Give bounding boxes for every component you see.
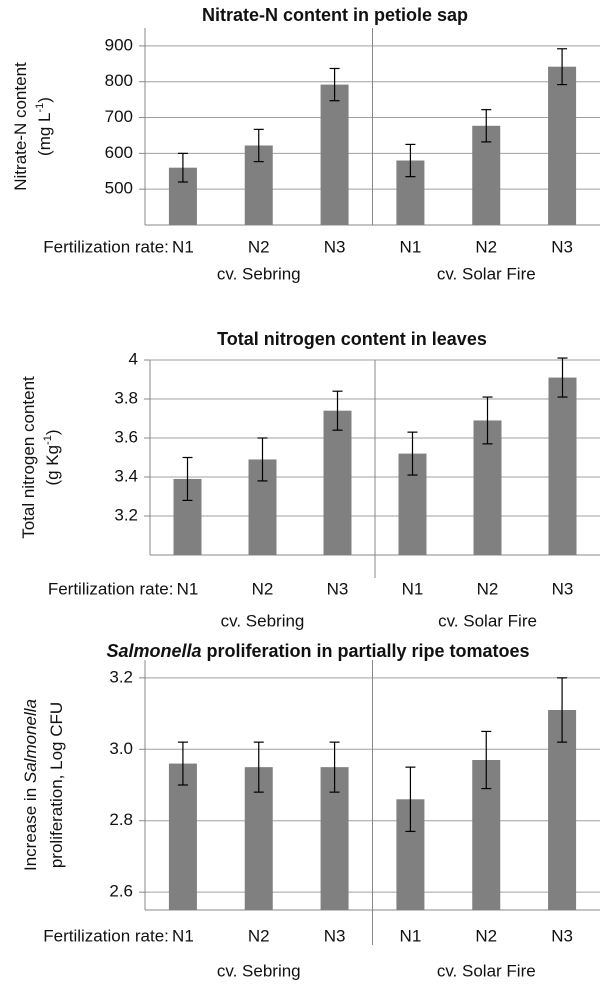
x-tick-label: N3 xyxy=(324,926,346,945)
x-axis-label: Fertilization rate: xyxy=(48,579,174,598)
bar xyxy=(168,763,197,910)
y-axis-label: Nitrate-N content xyxy=(11,62,30,191)
superscript: -1 xyxy=(42,435,54,445)
text-run: (mg L xyxy=(35,112,54,155)
x-tick-label: N1 xyxy=(172,926,194,945)
text-run: ) xyxy=(35,97,54,103)
y-axis-label: (g Kg-1) xyxy=(42,429,63,485)
chart-title: Total nitrogen content in leaves xyxy=(217,329,487,349)
y-axis-label: Total nitrogen content xyxy=(19,376,38,539)
bar xyxy=(548,66,577,225)
x-tick-label: N3 xyxy=(552,579,574,598)
group-label: cv. Sebring xyxy=(217,961,301,980)
y-tick-label: 3.6 xyxy=(114,427,138,446)
x-tick-label: N1 xyxy=(177,579,199,598)
text-run: Total nitrogen content xyxy=(19,376,38,539)
y-axis-label: Increase in Salmonella xyxy=(21,699,40,871)
y-tick-label: 600 xyxy=(105,143,133,162)
group-label: cv. Solar Fire xyxy=(437,264,536,283)
group-label: cv. Sebring xyxy=(217,264,301,283)
text-run: (g Kg xyxy=(43,445,62,486)
y-tick-label: 3.2 xyxy=(109,667,133,686)
text-run: Salmonella xyxy=(106,641,201,661)
bar xyxy=(548,710,577,910)
text-run: Salmonella xyxy=(21,699,40,783)
x-tick-label: N2 xyxy=(475,237,497,256)
chart-title: Salmonella proliferation in partially ri… xyxy=(106,641,529,661)
bar xyxy=(320,84,349,225)
x-tick-label: N3 xyxy=(551,926,573,945)
x-tick-label: N1 xyxy=(402,579,424,598)
x-tick-label: N2 xyxy=(477,579,499,598)
x-tick-label: N3 xyxy=(324,237,346,256)
y-axis-label: (mg L-1) xyxy=(34,97,55,156)
x-tick-label: N3 xyxy=(327,579,349,598)
x-tick-label: N2 xyxy=(248,237,270,256)
x-tick-label: N3 xyxy=(551,237,573,256)
bar xyxy=(323,410,352,555)
text-run: Nitrate-N content xyxy=(11,62,30,191)
text-run: Nitrate-N content in petiole sap xyxy=(202,5,468,25)
superscript: -1 xyxy=(34,103,46,113)
y-tick-label: 2.6 xyxy=(109,882,133,901)
group-label: cv. Solar Fire xyxy=(437,961,536,980)
x-axis-label: Fertilization rate: xyxy=(43,237,169,256)
text-run: Increase in xyxy=(21,783,40,871)
text-run: Total nitrogen content in leaves xyxy=(217,329,487,349)
y-tick-label: 900 xyxy=(105,35,133,54)
bar xyxy=(548,377,577,555)
x-tick-label: N1 xyxy=(172,237,194,256)
text-run: proliferation, Log CFU xyxy=(47,702,66,868)
x-tick-label: N2 xyxy=(252,579,274,598)
text-run: ) xyxy=(43,429,62,435)
y-tick-label: 2.8 xyxy=(109,810,133,829)
y-tick-label: 800 xyxy=(105,71,133,90)
x-tick-label: N1 xyxy=(400,237,422,256)
y-tick-label: 3.0 xyxy=(109,739,133,758)
x-tick-label: N2 xyxy=(475,926,497,945)
y-tick-label: 500 xyxy=(105,179,133,198)
x-tick-label: N2 xyxy=(248,926,270,945)
chart-title: Nitrate-N content in petiole sap xyxy=(202,5,468,25)
y-tick-label: 3.2 xyxy=(114,505,138,524)
x-tick-label: N1 xyxy=(400,926,422,945)
y-tick-label: 700 xyxy=(105,107,133,126)
y-tick-label: 3.4 xyxy=(114,466,138,485)
group-label: cv. Sebring xyxy=(221,611,305,630)
text-run: proliferation in partially ripe tomatoes xyxy=(201,641,529,661)
y-axis-label: proliferation, Log CFU xyxy=(47,702,66,868)
y-tick-label: 3.8 xyxy=(114,388,138,407)
y-tick-label: 4 xyxy=(129,349,138,368)
group-label: cv. Solar Fire xyxy=(438,611,537,630)
x-axis-label: Fertilization rate: xyxy=(43,926,169,945)
